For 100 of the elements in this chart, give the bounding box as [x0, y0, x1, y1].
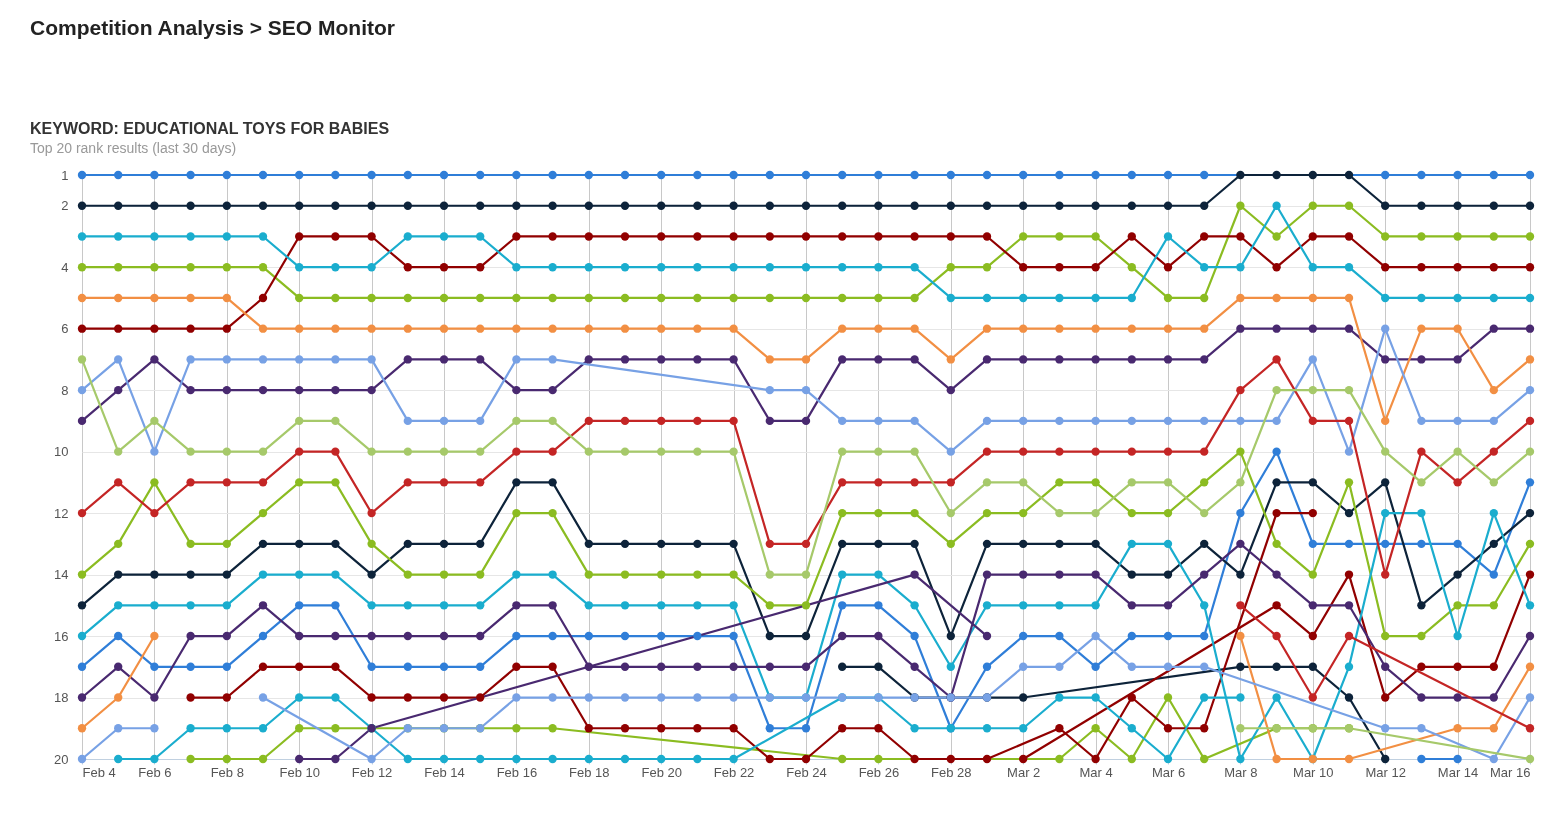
point: [367, 601, 376, 610]
point: [1200, 232, 1209, 241]
point: [729, 232, 738, 241]
point: [620, 293, 630, 303]
point: [367, 263, 376, 272]
point: [476, 232, 485, 241]
point: [114, 170, 123, 180]
point: [1344, 539, 1354, 549]
point: [1381, 416, 1390, 426]
point: [584, 631, 593, 641]
x-tick-label: Feb 12: [351, 764, 393, 780]
point: [1236, 385, 1245, 395]
point: [765, 662, 774, 671]
point: [1200, 508, 1209, 518]
point: [150, 447, 159, 456]
point: [186, 631, 195, 641]
point: [1236, 570, 1245, 579]
point: [367, 508, 376, 518]
point: [1344, 416, 1354, 426]
point: [1489, 416, 1498, 426]
point: [1344, 447, 1354, 456]
point: [114, 601, 123, 610]
point: [186, 601, 195, 610]
point: [1525, 416, 1535, 426]
point: [584, 601, 593, 610]
point: [910, 263, 919, 272]
point: [946, 631, 955, 641]
point: [1091, 447, 1100, 456]
point: [1236, 601, 1245, 610]
point: [693, 754, 702, 764]
point: [657, 232, 666, 241]
point: [295, 601, 304, 610]
point: [512, 478, 521, 487]
point: [620, 232, 630, 241]
x-tick-label: Feb 24: [786, 764, 827, 780]
point: [295, 263, 304, 272]
point: [1272, 539, 1281, 549]
point: [982, 601, 992, 610]
point: [331, 324, 340, 333]
point: [765, 570, 774, 579]
point: [1236, 724, 1245, 733]
point: [367, 385, 376, 395]
point: [1489, 662, 1498, 671]
point: [729, 447, 738, 456]
point: [331, 447, 340, 456]
point: [114, 539, 123, 549]
point: [657, 293, 666, 303]
point: [258, 385, 268, 395]
point: [1344, 324, 1354, 333]
point: [1453, 170, 1462, 180]
point: [150, 724, 159, 733]
point: [258, 754, 268, 764]
point: [910, 478, 919, 487]
point: [729, 601, 738, 610]
point: [512, 447, 521, 456]
point: [114, 570, 123, 579]
point: [222, 293, 231, 303]
point: [982, 478, 992, 487]
point: [1055, 201, 1064, 210]
point: [1453, 324, 1462, 333]
point: [1163, 570, 1173, 579]
point: [439, 478, 449, 487]
point: [1055, 631, 1064, 641]
point: [982, 724, 992, 733]
point: [1236, 293, 1245, 303]
point: [1055, 754, 1064, 764]
point: [331, 539, 340, 549]
point: [331, 662, 340, 671]
point: [1236, 447, 1245, 456]
point: [1417, 662, 1426, 671]
point: [512, 693, 521, 702]
point: [1417, 447, 1426, 456]
point: [476, 263, 485, 272]
point: [1489, 508, 1498, 518]
point: [874, 293, 883, 303]
point: [439, 754, 449, 764]
point: [403, 232, 412, 241]
point: [222, 478, 231, 487]
point: [222, 724, 231, 733]
point: [331, 631, 340, 641]
point: [114, 293, 123, 303]
point: [295, 201, 304, 210]
point: [1127, 570, 1136, 579]
x-tick-label: Feb 22: [713, 764, 755, 780]
point: [1091, 416, 1100, 426]
point: [1417, 232, 1426, 241]
point: [1091, 570, 1100, 579]
point: [1344, 631, 1354, 641]
point: [1453, 693, 1462, 702]
point: [1453, 754, 1462, 764]
point: [801, 662, 811, 671]
point: [801, 601, 811, 610]
point: [838, 570, 847, 579]
point: [838, 293, 847, 303]
point: [1381, 662, 1390, 671]
point: [222, 754, 231, 764]
point: [729, 355, 738, 364]
point: [693, 263, 702, 272]
point: [548, 754, 557, 764]
point: [476, 478, 485, 487]
